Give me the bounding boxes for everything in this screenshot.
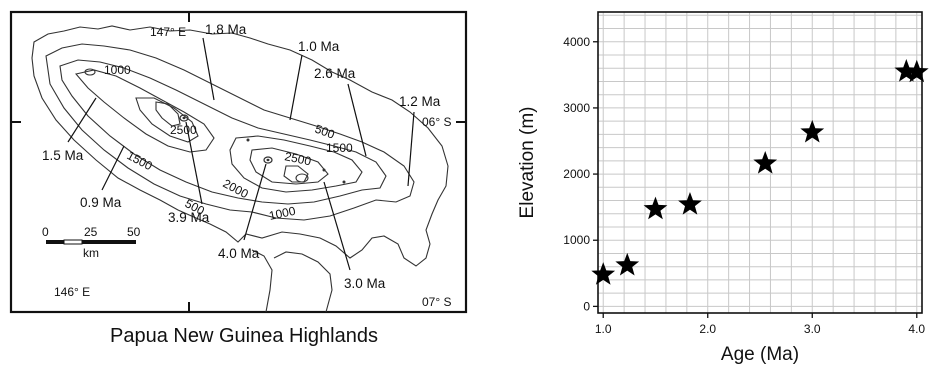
lat-label-bottom: 07° S — [422, 295, 451, 309]
southern-outline — [273, 251, 333, 313]
peak-ring — [84, 68, 96, 76]
y-tick-label: 2000 — [563, 167, 590, 181]
contour-2000-east — [249, 147, 329, 185]
map-caption: Papua New Guinea Highlands — [110, 325, 378, 347]
chart-grid — [598, 12, 922, 313]
contour-2500-west — [155, 101, 181, 127]
data-point-star — [678, 192, 702, 215]
peak-dot — [246, 138, 250, 142]
x-tick-label: 2.0 — [699, 322, 716, 336]
age-label: 1.8 Ma — [205, 22, 247, 37]
contour-label: 1000 — [268, 204, 297, 223]
y-tick-label: 0 — [583, 299, 590, 313]
leader-line — [185, 121, 203, 205]
age-label: 2.6 Ma — [314, 66, 356, 81]
contour-500 — [45, 43, 415, 221]
data-point-star — [753, 150, 778, 174]
peak-dot — [182, 116, 186, 120]
scale-unit: km — [83, 246, 99, 260]
highlands-map: 1000 2500 1500 500 1500 2500 2000 500 10… — [9, 10, 468, 347]
contour-label: 500 — [313, 122, 337, 142]
scale-segment — [63, 239, 83, 245]
lon-label-bottom: 146° E — [54, 285, 90, 299]
map-frame — [9, 10, 468, 314]
contour-label: 2500 — [170, 123, 197, 137]
peak-dot — [266, 158, 270, 162]
y-tick-label: 3000 — [563, 101, 590, 115]
peak-ring — [295, 173, 309, 183]
elevation-age-chart: 1.0 2.0 3.0 4.0 0 1000 2000 3000 4000 Age (Ma) E… — [517, 11, 929, 365]
age-label: 0.9 Ma — [80, 195, 122, 210]
peak-ring — [263, 156, 273, 164]
leader-line — [323, 181, 351, 271]
x-axis-label: Age (Ma) — [721, 344, 799, 365]
scale-bar: 0 25 50 km — [42, 225, 141, 260]
contour-1500-east — [229, 135, 363, 193]
southern-outline-2 — [251, 249, 273, 313]
plot-frame — [597, 11, 923, 314]
data-point-star — [591, 262, 616, 285]
peak-dot — [342, 180, 346, 184]
scale-label-25: 25 — [84, 225, 98, 239]
x-tick-label: 3.0 — [804, 322, 821, 336]
lat-label-right: 06° S — [422, 115, 451, 129]
peak-dot — [322, 168, 326, 172]
age-label: 1.0 Ma — [298, 39, 340, 54]
data-point-star — [904, 59, 929, 83]
leader-line — [101, 145, 125, 191]
data-point-star — [615, 252, 640, 276]
leader-line — [67, 97, 97, 143]
contour-1500-west — [74, 69, 215, 153]
scale-segment — [82, 240, 100, 244]
age-label: 3.9 Ma — [168, 210, 210, 225]
contour-label: 1500 — [326, 141, 353, 155]
contour-label: 1000 — [104, 63, 131, 77]
x-tick-label: 4.0 — [908, 322, 925, 336]
scale-segment — [46, 240, 64, 244]
data-point-star — [894, 59, 919, 82]
y-tick-label: 4000 — [563, 35, 590, 49]
leader-line — [202, 37, 215, 101]
chart-ticks: 1.0 2.0 3.0 4.0 0 1000 2000 3000 4000 — [563, 35, 925, 336]
age-label: 3.0 Ma — [344, 276, 386, 291]
leader-line — [407, 111, 415, 187]
contour-1000 — [59, 59, 387, 205]
scale-label-0: 0 — [42, 225, 49, 239]
y-tick-label: 1000 — [563, 233, 590, 247]
lon-label-top: 147° E — [150, 25, 186, 39]
outer-outline — [31, 25, 449, 267]
leader-line — [289, 54, 303, 121]
x-tick-label: 1.0 — [595, 322, 612, 336]
age-label: 1.2 Ma — [399, 94, 441, 109]
scale-segment — [100, 240, 136, 244]
leader-line — [243, 163, 267, 241]
y-axis-label: Elevation (m) — [517, 107, 538, 219]
age-label: 1.5 Ma — [42, 148, 84, 163]
leader-lines — [67, 37, 415, 271]
data-point-star — [643, 196, 668, 220]
chart-points — [591, 59, 929, 285]
age-label: 4.0 Ma — [218, 246, 260, 261]
peak-ring — [179, 114, 189, 122]
scale-label-50: 50 — [127, 225, 141, 239]
data-point-star — [800, 119, 825, 143]
contour-label: 2500 — [283, 149, 312, 168]
leader-line — [347, 83, 367, 157]
